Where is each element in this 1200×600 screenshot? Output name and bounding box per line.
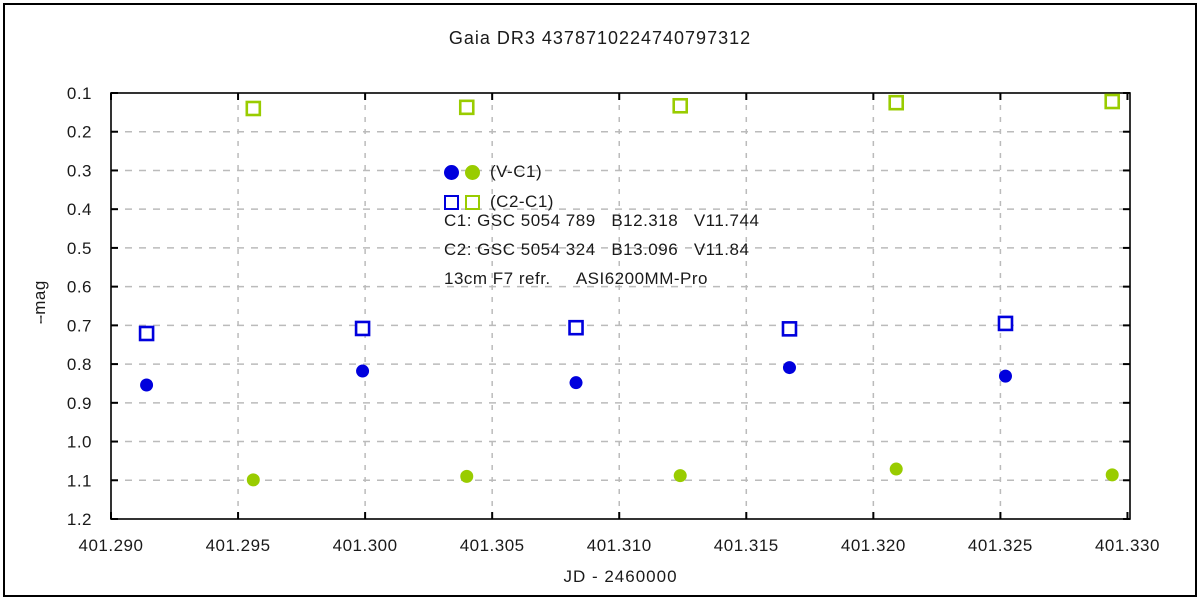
x-tick-label: 401.320 xyxy=(841,536,906,555)
data-point-olive-square xyxy=(1104,93,1121,110)
data-point-olive-square xyxy=(458,99,475,116)
data-point-olive-circle xyxy=(889,462,903,476)
y-tick-label: 0.3 xyxy=(67,161,92,180)
x-tick-label: 401.295 xyxy=(206,536,271,555)
filled-circle-blue-icon xyxy=(444,164,459,180)
data-point-blue-square xyxy=(781,321,798,337)
data-point-blue-circle xyxy=(782,361,796,375)
data-point-olive-square xyxy=(888,94,905,111)
data-point-blue-square xyxy=(138,325,155,342)
open-square-blue-icon xyxy=(444,194,459,210)
x-tick-label: 401.300 xyxy=(333,536,398,555)
y-tick-label: 1.2 xyxy=(67,510,92,529)
data-point-blue-square xyxy=(568,319,584,336)
data-point-olive-circle xyxy=(1105,468,1119,482)
chart-title: Gaia DR3 4378710224740797312 xyxy=(448,28,752,48)
filled-circle-olive-icon xyxy=(465,164,480,180)
data-point-blue-circle xyxy=(569,376,583,390)
y-tick-label: 1.1 xyxy=(67,471,92,490)
x-tick-label: 401.290 xyxy=(79,536,144,555)
comparison-star-c2-note: C2: GSC 5054 324 B13.096 V11.84 xyxy=(444,240,750,259)
x-tick-label: 401.310 xyxy=(587,536,652,555)
y-tick-label: 0.2 xyxy=(67,123,92,142)
y-tick-label: 0.4 xyxy=(67,200,92,219)
data-point-blue-circle xyxy=(140,378,154,392)
data-point-olive-circle xyxy=(246,473,260,487)
y-axis-label: ⧿mag xyxy=(30,280,49,324)
data-point-olive-circle xyxy=(460,469,474,483)
x-tick-label: 401.315 xyxy=(714,536,779,555)
y-tick-label: 0.7 xyxy=(67,316,92,335)
x-axis-label: JD - 2460000 xyxy=(563,567,678,586)
x-tick-label: 401.330 xyxy=(1095,536,1160,555)
legend-row-c2c1: (C2-C1) xyxy=(444,192,554,212)
data-point-olive-circle xyxy=(673,469,687,483)
comparison-star-c1-note: C1: GSC 5054 789 B12.318 V11.744 xyxy=(444,211,760,230)
x-tick-label: 401.325 xyxy=(968,536,1033,555)
data-point-olive-square xyxy=(245,100,262,117)
y-tick-label: 0.6 xyxy=(67,278,92,297)
legend-row-vc1: (V-C1) xyxy=(444,162,542,182)
x-tick-label: 401.305 xyxy=(460,536,525,555)
plot-outer-border xyxy=(3,3,1197,597)
data-point-blue-circle xyxy=(356,364,370,378)
data-point-blue-square xyxy=(354,320,371,337)
y-tick-label: 0.1 xyxy=(67,84,92,103)
data-point-olive-square xyxy=(672,97,689,114)
y-tick-label: 0.8 xyxy=(67,355,92,374)
y-tick-label: 0.5 xyxy=(67,239,92,258)
equipment-note: 13cm F7 refr. ASI6200MM-Pro xyxy=(444,269,708,288)
y-tick-label: 0.9 xyxy=(67,394,92,413)
y-tick-label: 1.0 xyxy=(67,433,92,452)
data-point-blue-circle xyxy=(998,369,1012,383)
plot-border xyxy=(110,92,1131,520)
data-point-blue-square xyxy=(997,315,1014,332)
legend-label-vc1: (V-C1) xyxy=(490,162,543,181)
open-square-olive-icon xyxy=(465,194,480,210)
legend-label-c2c1: (C2-C1) xyxy=(490,192,554,211)
